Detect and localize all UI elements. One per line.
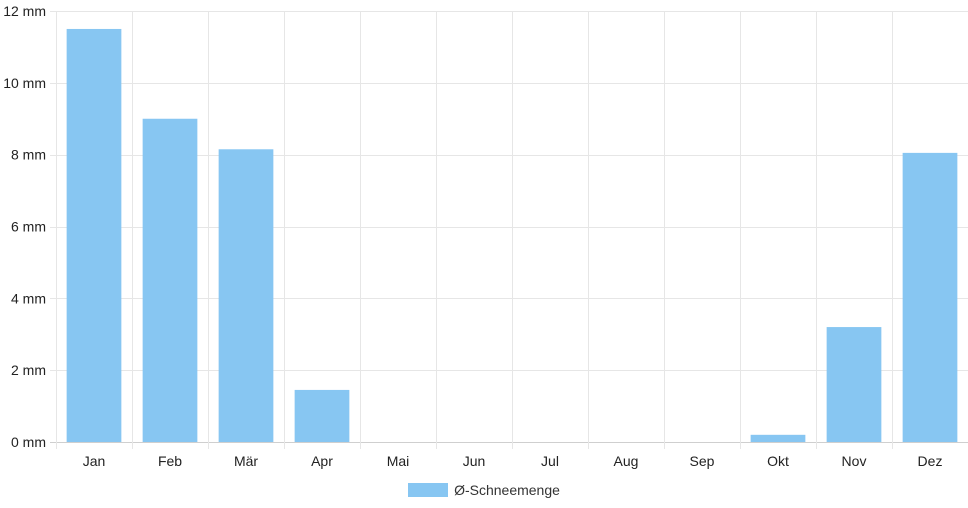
y-tick-label: 8 mm — [11, 147, 46, 163]
x-axis-ticks: Jan Feb Mär Apr Mai Jun Jul Aug Sep Okt Nov Dez — [83, 453, 943, 469]
chart-legend[interactable]: Ø-Schneemenge — [0, 480, 968, 500]
x-tick-label: Okt — [767, 453, 789, 469]
x-tick-label: Sep — [690, 453, 715, 469]
legend-label: Ø-Schneemenge — [454, 482, 560, 498]
x-tick-label: Mai — [387, 453, 410, 469]
x-tick-label: Nov — [842, 453, 867, 469]
legend-swatch — [408, 483, 449, 497]
x-tick-label: Jan — [83, 453, 106, 469]
bar-jan[interactable] — [66, 28, 122, 442]
y-tick-label: 12 mm — [3, 3, 46, 19]
y-tick-label: 4 mm — [11, 290, 46, 306]
y-tick-label: 6 mm — [11, 219, 46, 235]
x-tick-label: Jun — [463, 453, 486, 469]
x-tick-label: Apr — [311, 453, 333, 469]
bar-dez[interactable] — [902, 152, 958, 442]
y-tick-label: 10 mm — [3, 75, 46, 91]
x-tick-label: Mär — [234, 453, 258, 469]
x-tick-label: Feb — [158, 453, 182, 469]
bar-okt[interactable] — [750, 434, 806, 442]
bar-apr[interactable] — [294, 389, 350, 442]
x-tick-label: Aug — [614, 453, 639, 469]
bar-series — [66, 28, 958, 442]
y-tick-label: 2 mm — [11, 362, 46, 378]
x-tick-label: Jul — [541, 453, 559, 469]
y-tick-label: 0 mm — [11, 434, 46, 450]
x-tick-label: Dez — [918, 453, 943, 469]
bar-nov[interactable] — [826, 327, 882, 442]
bar-mär[interactable] — [218, 149, 274, 442]
bar-feb[interactable] — [142, 118, 198, 442]
y-axis-ticks: 0 mm 2 mm 4 mm 6 mm 8 mm 10 mm 12 mm — [3, 3, 46, 450]
chart-grid — [50, 11, 968, 449]
